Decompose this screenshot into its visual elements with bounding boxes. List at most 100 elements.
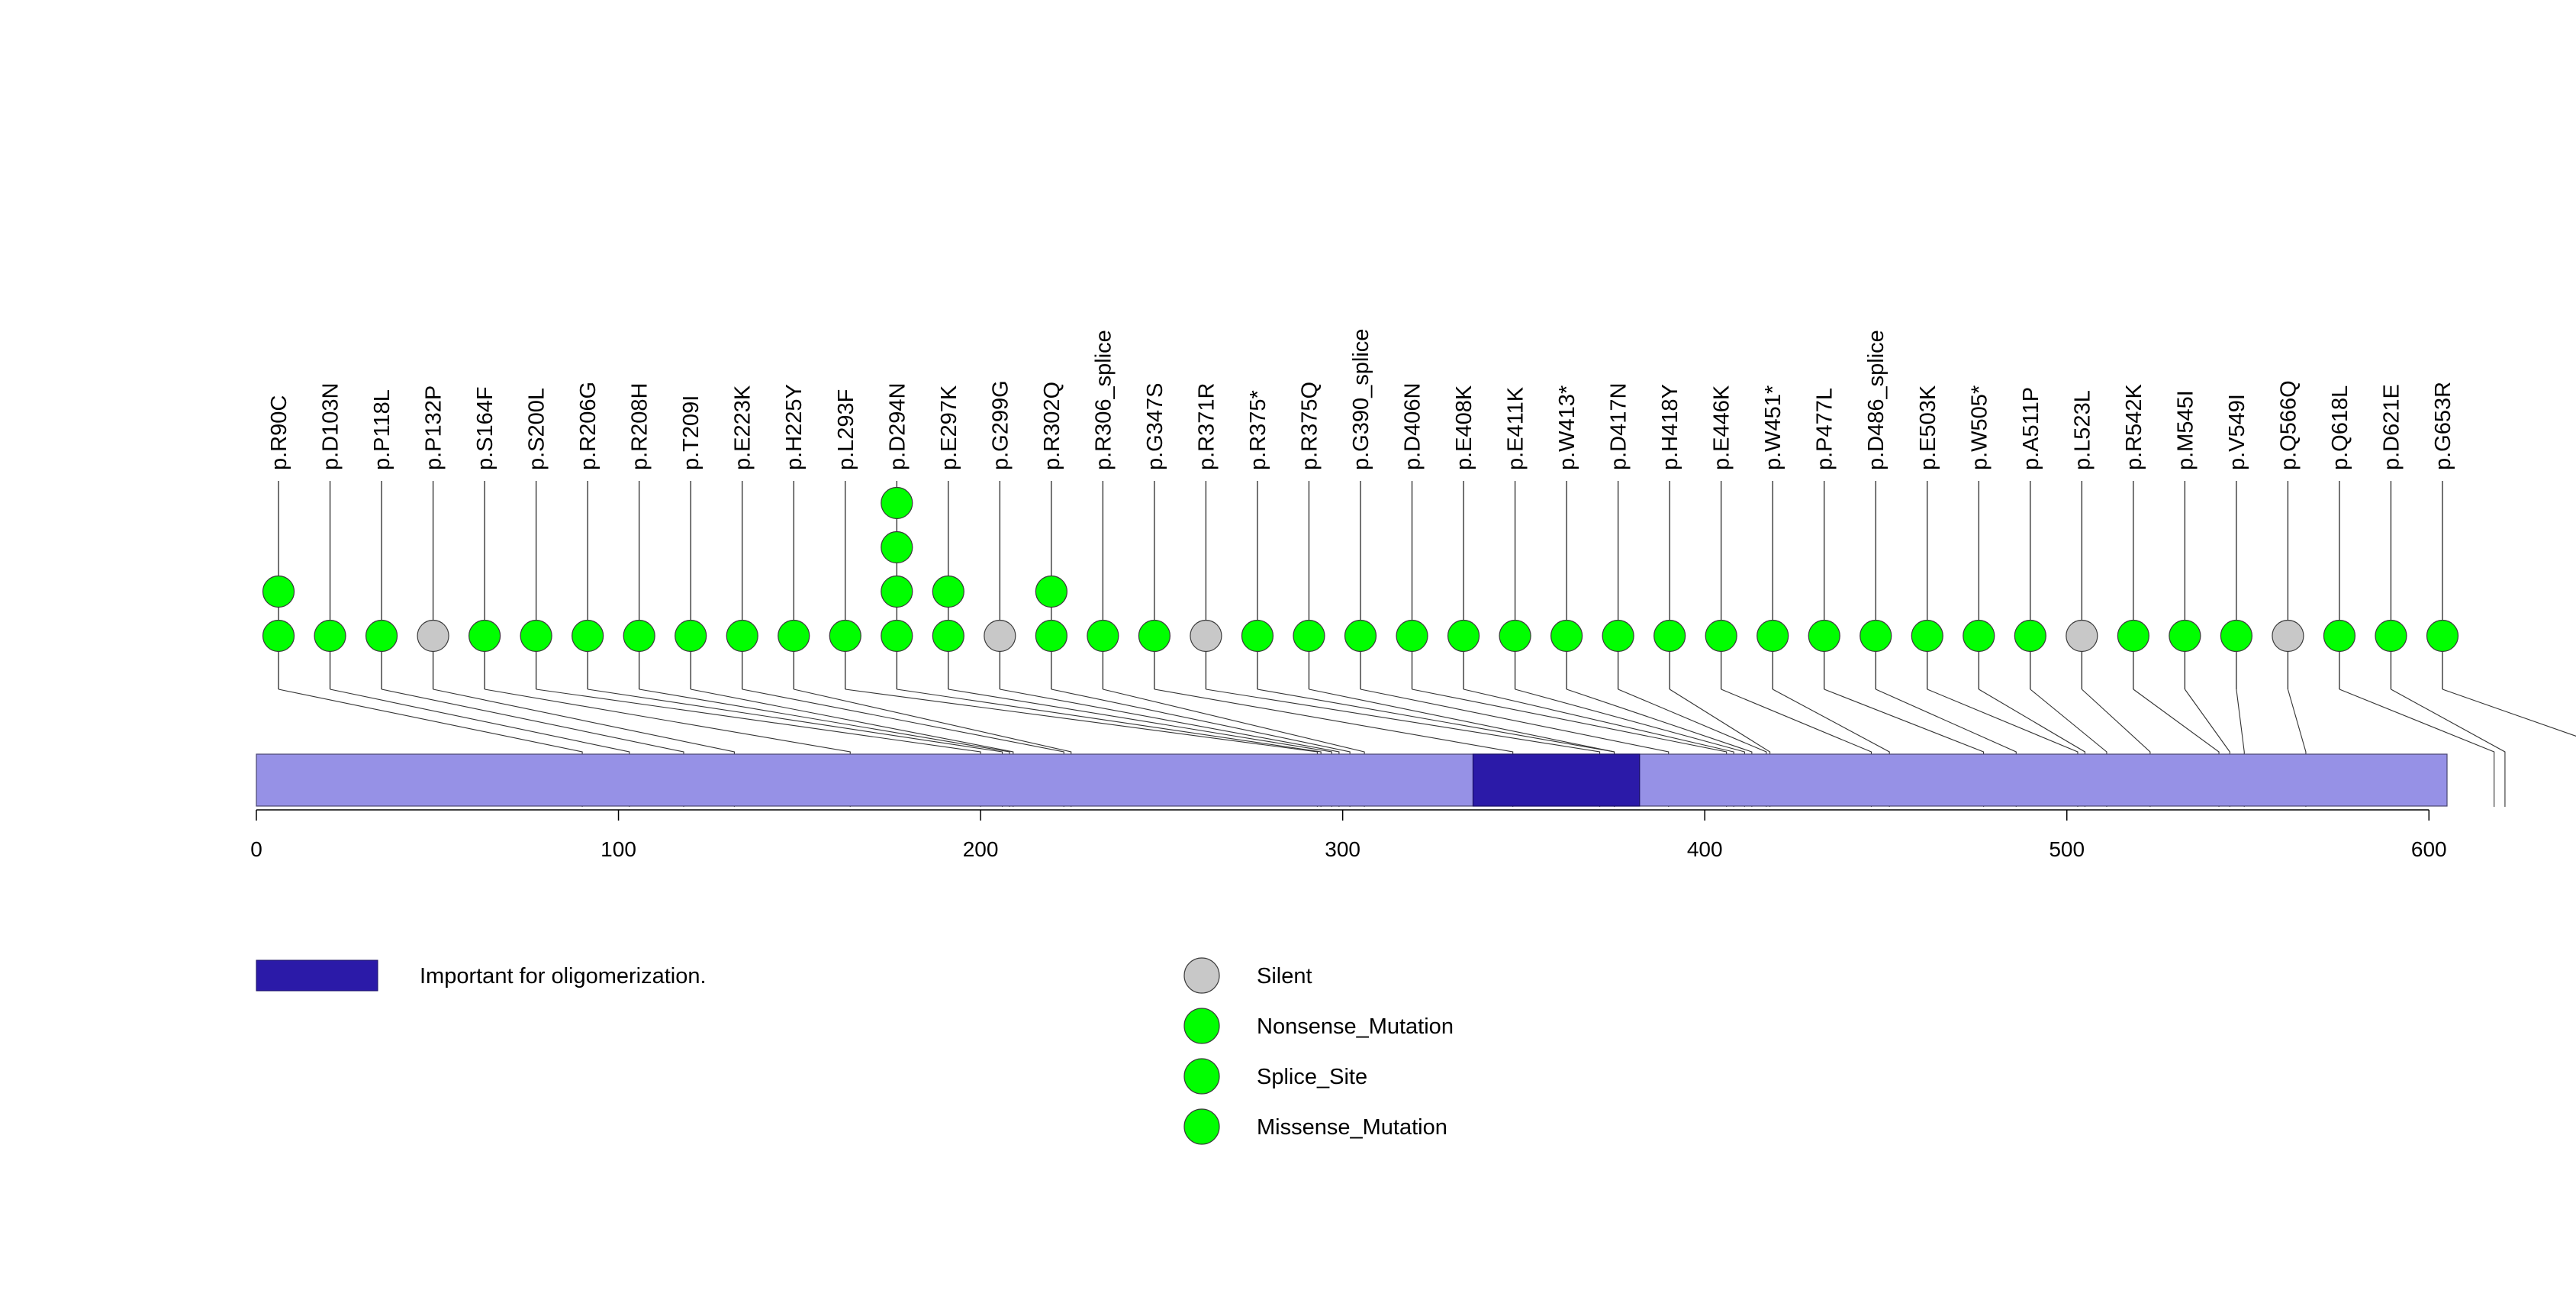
- x-tick-label: 500: [2049, 837, 2085, 861]
- lollipop-head: [778, 619, 810, 653]
- lollipop-head: [1396, 619, 1428, 653]
- lollipop-head: [2323, 619, 2356, 653]
- lollipop-head: [675, 619, 707, 653]
- mutation-label: p.G653R: [2431, 382, 2455, 470]
- mutation-label: p.D294N: [885, 383, 910, 470]
- lollipop-head: [1035, 619, 1067, 653]
- x-tick-label: 600: [2411, 837, 2447, 861]
- lollipop-head: [932, 575, 964, 608]
- lollipop-head: [1963, 619, 1995, 653]
- mutation-label: p.P118L: [370, 389, 394, 470]
- mutation-connector: [2339, 689, 2495, 807]
- x-tick-label: 200: [963, 837, 999, 861]
- mutation-label: p.R542K: [2122, 383, 2146, 470]
- mutation-label: p.E411K: [1504, 386, 1528, 470]
- x-tick-label: 300: [1325, 837, 1360, 861]
- legend-mutation-swatch: [1183, 1008, 1220, 1044]
- lollipop-head: [572, 619, 604, 653]
- lollipop-head: [1860, 619, 1892, 653]
- lollipop-head: [1087, 619, 1119, 653]
- lollipop-head: [1705, 619, 1737, 653]
- lollipop-head: [2066, 619, 2098, 653]
- lollipop-head: [881, 531, 913, 564]
- mutation-label: p.L293F: [834, 389, 858, 470]
- lollipop-head: [1808, 619, 1840, 653]
- lollipop-stems: [278, 481, 2443, 689]
- lollipop-head: [468, 619, 501, 653]
- legend: Important for oligomerization. Silent Nons…: [256, 957, 1454, 1145]
- legend-domain-label: Important for oligomerization.: [420, 964, 707, 988]
- lollipop-head: [365, 619, 398, 653]
- x-axis: 0 100 200 300 400 500 600: [250, 809, 2447, 861]
- mutation-label: p.W505*: [1967, 385, 1992, 470]
- lollipop-head: [520, 619, 552, 653]
- lollipop-head: [881, 619, 913, 653]
- lollipop-head: [1653, 619, 1686, 653]
- legend-mutation-swatch: [1183, 1108, 1220, 1145]
- mutation-label: p.E223K: [731, 385, 755, 470]
- mutation-label: p.V549I: [2225, 394, 2249, 470]
- mutation-label: p.R302Q: [1040, 382, 1064, 470]
- mutation-label: p.H418Y: [1658, 384, 1682, 470]
- mutation-label: p.E408K: [1452, 385, 1476, 470]
- lollipop-head: [829, 619, 861, 653]
- mutation-label: p.W413*: [1555, 385, 1579, 470]
- mutation-connector: [2442, 689, 2576, 737]
- legend-mutation-label: Splice_Site: [1257, 1065, 1367, 1089]
- lollipop-head: [262, 619, 295, 653]
- mutation-label: p.P132P: [422, 385, 446, 470]
- mutation-label: p.Q566Q: [2276, 380, 2301, 470]
- lollipop-head: [984, 619, 1016, 653]
- legend-mutation-swatch: [1183, 957, 1220, 994]
- mutation-label: p.Q618L: [2328, 385, 2352, 470]
- mutation-label: p.D621E: [2379, 384, 2404, 470]
- protein-bar: [256, 753, 2448, 807]
- lollipop-head: [1911, 619, 1943, 653]
- mutation-label: p.L523L: [2070, 390, 2095, 470]
- x-tick-label: 0: [250, 837, 262, 861]
- mutation-label: p.P477L: [1813, 388, 1837, 470]
- x-tick-label: 400: [1687, 837, 1723, 861]
- lollipop-head: [2169, 619, 2201, 653]
- legend-mutation-label: Missense_Mutation: [1257, 1115, 1447, 1140]
- mutation-label: p.E297K: [937, 385, 961, 470]
- mutation-connector: [2391, 689, 2506, 807]
- lollipop-head: [2117, 619, 2149, 653]
- lollipop-head: [1447, 619, 1480, 653]
- legend-mutation-swatch: [1183, 1058, 1220, 1095]
- mutation-label: p.D417N: [1607, 383, 1631, 470]
- lollipop-heads: [262, 486, 2459, 653]
- x-tick-label: 100: [601, 837, 636, 861]
- mutation-label: p.S200L: [525, 388, 549, 470]
- lollipop-head: [2375, 619, 2407, 653]
- lollipop-head: [2272, 619, 2304, 653]
- mutation-label: p.W451*: [1761, 385, 1785, 470]
- protein-track: [256, 753, 2448, 807]
- mutation-label: p.S164F: [473, 386, 497, 470]
- lollipop-head: [1344, 619, 1377, 653]
- mutation-label: p.R306_splice: [1091, 330, 1116, 470]
- lollipop-head: [314, 619, 346, 653]
- lollipop-head: [417, 619, 449, 653]
- lollipop-head: [1190, 619, 1222, 653]
- legend-domain-swatch: [256, 959, 378, 992]
- lollipop-head: [881, 486, 913, 520]
- lollipop-head: [1293, 619, 1325, 653]
- mutation-label: p.T209I: [679, 395, 704, 470]
- lollipop-head: [1550, 619, 1583, 653]
- mutation-label: p.R375*: [1246, 390, 1270, 470]
- mutation-labels: p.R90C p.D103N p.P118L p.P132P p.S164F p.S200…: [267, 329, 2455, 470]
- mutation-label: p.G390_splice: [1349, 329, 1373, 470]
- lollipop-head: [623, 619, 655, 653]
- mutation-label: p.R90C: [267, 395, 291, 470]
- lollipop-head: [1035, 575, 1067, 608]
- domain-region: [1472, 753, 1641, 807]
- legend-mutation-label: Nonsense_Mutation: [1257, 1014, 1454, 1039]
- lollipop-head: [262, 575, 295, 608]
- lollipop-head: [1757, 619, 1789, 653]
- lollipop-head: [1499, 619, 1531, 653]
- mutation-label: p.H225Y: [782, 384, 807, 470]
- lollipop-head: [726, 619, 758, 653]
- mutation-label: p.R208H: [628, 383, 652, 470]
